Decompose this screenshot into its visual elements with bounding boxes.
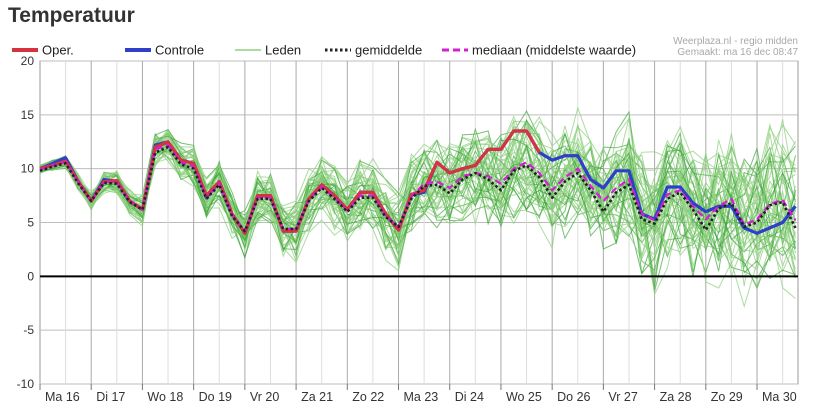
source-credit: Weerplaza.nl - regio midden [673,36,798,47]
x-tick-label: Do 26 [557,390,590,404]
ensemble-member-line [39,155,796,299]
x-tick-label: Di 17 [96,390,125,404]
generated-timestamp: Gemaakt: ma 16 dec 08:47 [677,47,798,58]
series-lines [39,129,797,235]
ensemble-member-line [39,135,796,261]
x-tick-label: Vr 27 [608,390,637,404]
y-tick-label: 0 [27,269,34,283]
legend-controle: Controle [125,43,204,58]
x-tick-label: Di 24 [455,390,484,404]
x-tick-label: Za 21 [301,390,333,404]
x-tick-label: Vr 20 [250,390,279,404]
x-tick-label: Do 19 [199,390,232,404]
y-tick-label: 20 [21,54,35,68]
ensemble-member-line [39,158,796,277]
legend-label: Oper. [42,43,74,58]
legend-label: gemiddelde [355,43,422,58]
x-tick-label: Zo 22 [352,390,384,404]
grid [39,60,799,385]
x-tick-label: Ma 23 [404,390,439,404]
ensemble-member-line [39,124,796,237]
x-tick-label: Za 28 [660,390,692,404]
ensemble-member-line [39,140,796,261]
legend-label: Leden [265,43,301,58]
legend-leden: Leden [235,43,301,58]
legend-label: Controle [155,43,204,58]
x-tick-label: Zo 29 [711,390,743,404]
x-tick-label: Ma 16 [45,390,80,404]
legend-oper: Oper. [12,43,74,58]
legend: Oper. Controle Leden gemiddelde mediaan (mid… [12,43,636,58]
y-tick-label: -10 [17,377,35,391]
y-tick-label: 15 [21,108,35,122]
legend-gemiddelde: gemiddelde [325,43,422,58]
mediaan-line [39,143,797,233]
x-tick-label: Wo 25 [506,390,542,404]
legend-label: mediaan (middelste waarde) [472,43,636,58]
x-tick-label: Ma 30 [762,390,797,404]
y-tick-label: 10 [21,162,35,176]
legend-mediaan: mediaan (middelste waarde) [442,43,636,58]
gemiddelde-line [39,145,797,233]
y-tick-label: -5 [23,323,34,337]
x-tick-label: Wo 18 [147,390,183,404]
chart-title: Temperatuur [8,4,135,27]
y-tick-label: 5 [27,216,34,230]
axes: -10 -5 0 5 10 15 20 Ma 16 Di 17 Wo 18 Do 19 Vr 20 Za… [17,54,798,404]
